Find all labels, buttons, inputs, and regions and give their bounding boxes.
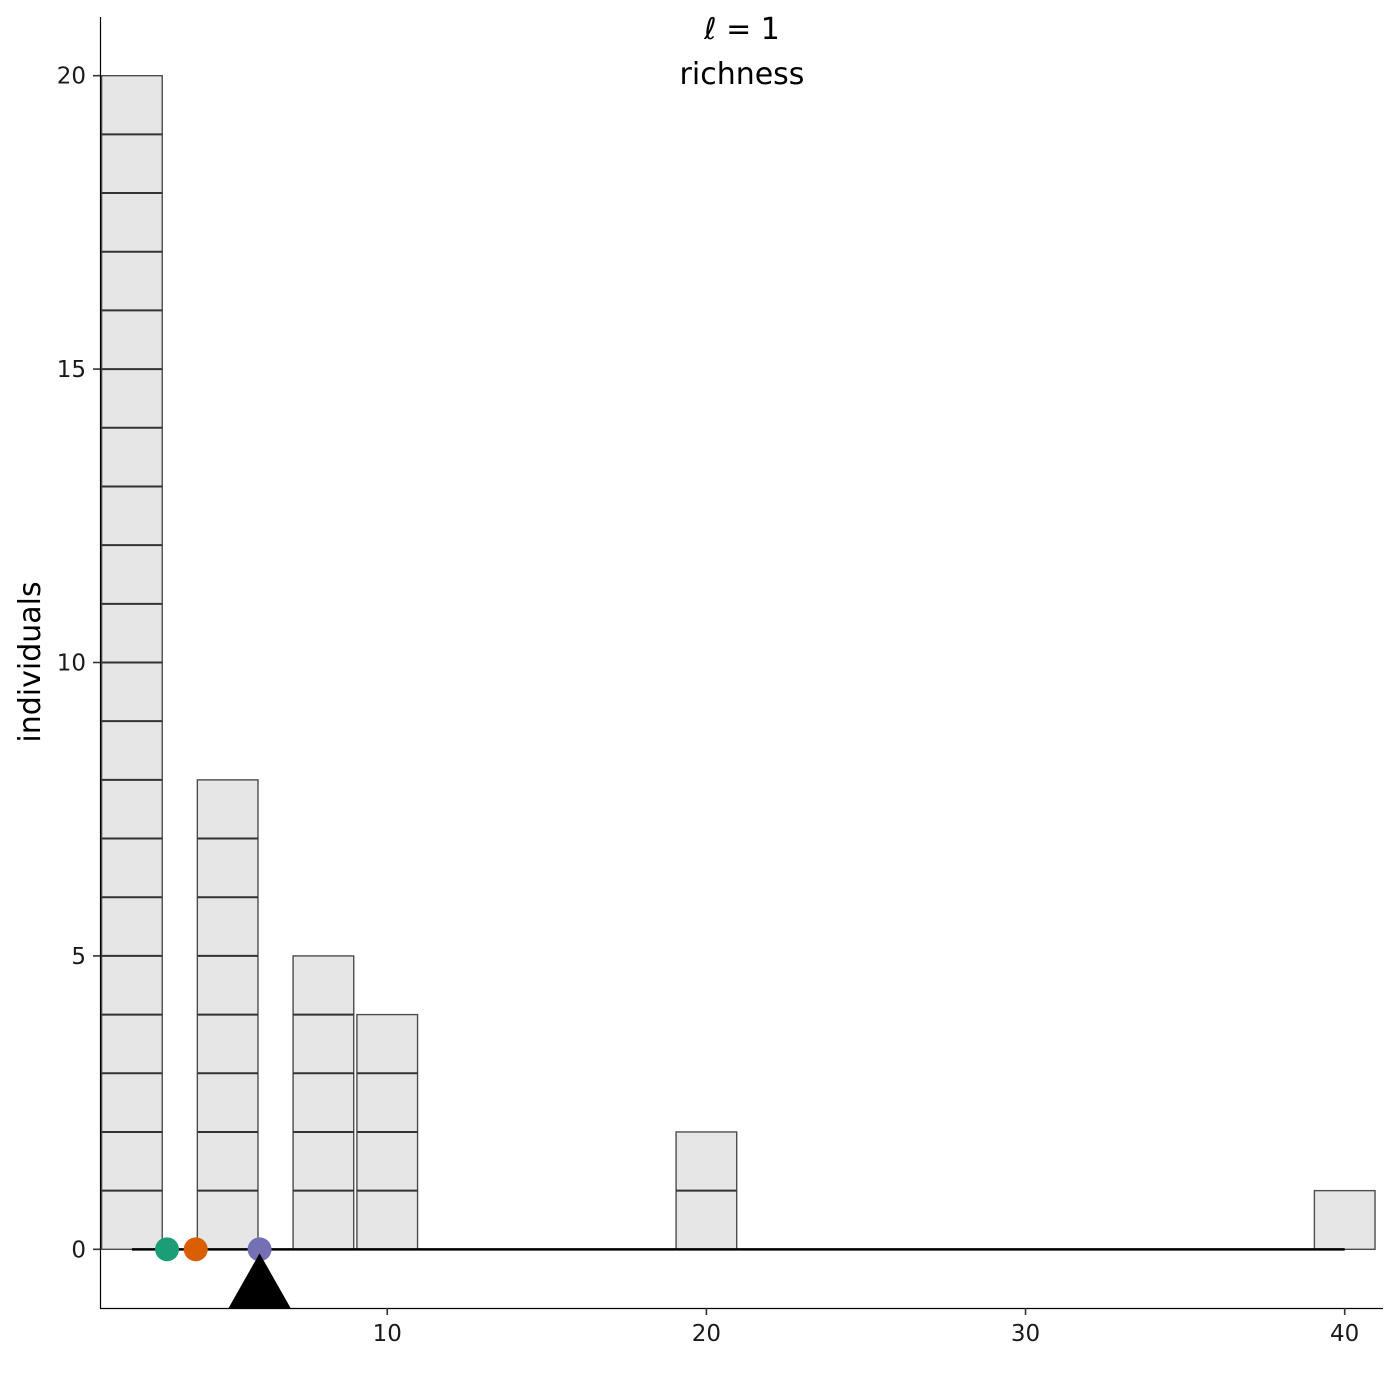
mean-point [155, 1237, 180, 1262]
stack-20 [675, 1131, 738, 1251]
x-tick-label: 20 [692, 1321, 721, 1347]
stack-bar [1313, 1189, 1376, 1251]
chart-subtitle: richness [680, 57, 805, 92]
stack-5 [196, 779, 259, 1251]
x-tick-label: 30 [1011, 1321, 1040, 1347]
stack-40 [1313, 1189, 1376, 1251]
y-ticks: 0 5 10 15 20 [57, 64, 100, 1263]
mean-point [247, 1237, 272, 1262]
chart-title: ℓ = 1 [703, 12, 780, 47]
stack-10 [356, 1013, 419, 1251]
x-tick-label: 10 [373, 1321, 402, 1347]
stack-bar [292, 955, 355, 1251]
y-tick-label: 20 [57, 64, 86, 90]
pivot-layer [228, 1253, 291, 1308]
y-tick-label: 15 [57, 357, 86, 383]
mean-point [183, 1237, 208, 1262]
x-tick-label: 40 [1330, 1321, 1359, 1347]
balance-pivot-marker [228, 1253, 291, 1308]
means-layer [155, 1237, 272, 1262]
y-tick-label: 5 [71, 944, 86, 970]
y-tick-label: 0 [71, 1237, 86, 1263]
stacks-layer [100, 74, 1376, 1251]
x-ticks: 10 20 30 40 [373, 1308, 1359, 1347]
stack-2 [100, 74, 163, 1251]
y-tick-label: 10 [57, 651, 86, 677]
y-axis-label: individuals [13, 581, 48, 742]
stack-8 [292, 955, 355, 1251]
